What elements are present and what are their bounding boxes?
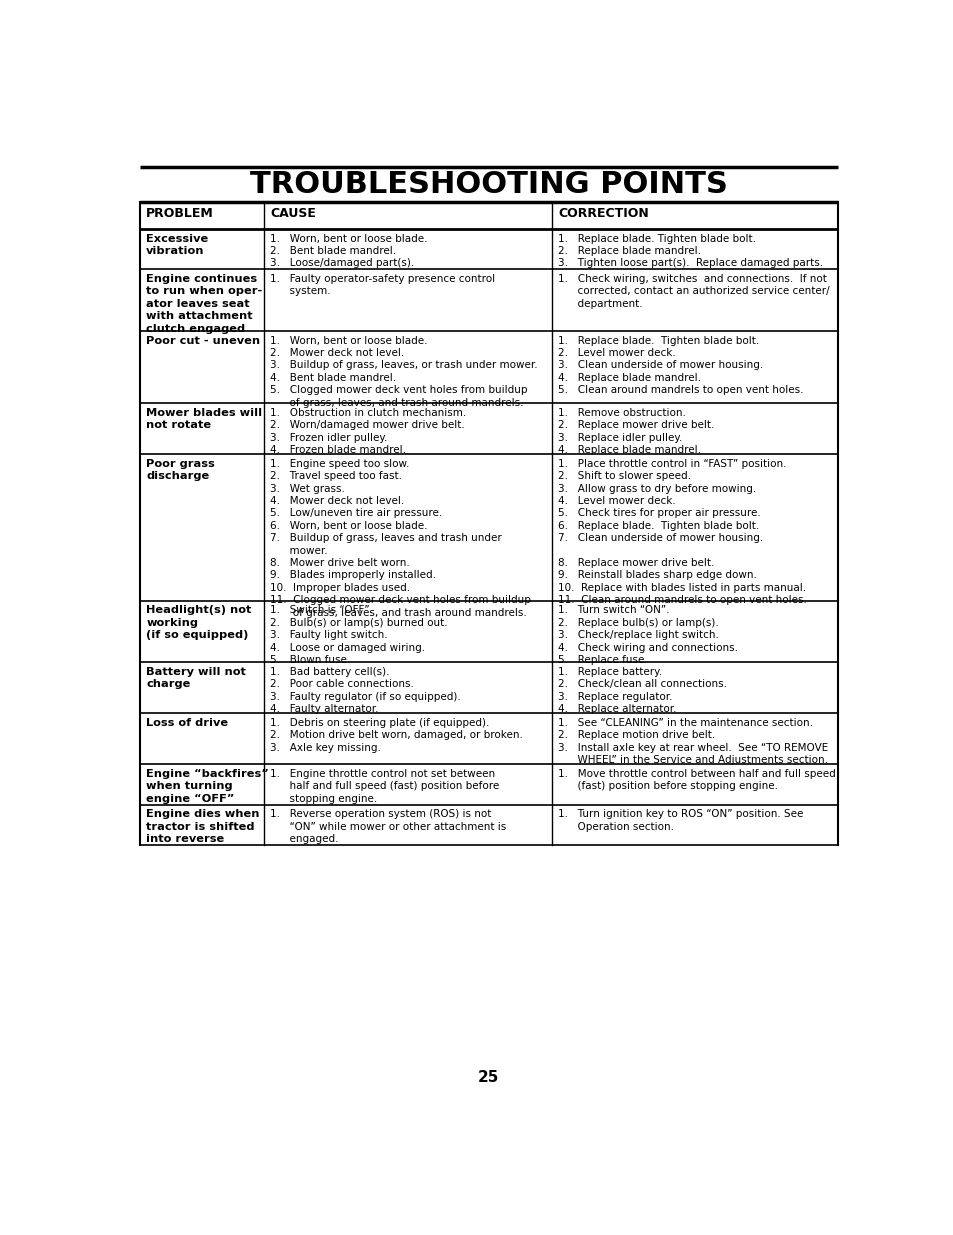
Text: CORRECTION: CORRECTION (558, 207, 648, 221)
Text: 1.   Debris on steering plate (if equipped).
2.   Motion drive belt worn, damage: 1. Debris on steering plate (if equipped… (270, 718, 522, 753)
Text: Poor grass
discharge: Poor grass discharge (146, 459, 214, 482)
Text: 1.   Switch is “OFF”.
2.   Bulb(s) or lamp(s) burned out.
3.   Faulty light swit: 1. Switch is “OFF”. 2. Bulb(s) or lamp(s… (270, 605, 448, 664)
Text: Poor cut - uneven: Poor cut - uneven (146, 336, 260, 346)
Text: Engine dies when
tractor is shifted
into reverse: Engine dies when tractor is shifted into… (146, 809, 259, 844)
Text: 1.   Faulty operator-safety presence control
      system.: 1. Faulty operator-safety presence contr… (270, 274, 495, 296)
Text: 1.   Replace battery.
2.   Check/clean all connections.
3.   Replace regulator.
: 1. Replace battery. 2. Check/clean all c… (558, 667, 726, 714)
Text: Loss of drive: Loss of drive (146, 718, 228, 727)
Text: 1.   Turn switch “ON”.
2.   Replace bulb(s) or lamp(s).
3.   Check/replace light: 1. Turn switch “ON”. 2. Replace bulb(s) … (558, 605, 738, 664)
Text: 1.   Remove obstruction.
2.   Replace mower drive belt.
3.   Replace idler pulle: 1. Remove obstruction. 2. Replace mower … (558, 408, 714, 454)
Text: 1.   Check wiring, switches  and connections.  If not
      corrected, contact a: 1. Check wiring, switches and connection… (558, 274, 829, 309)
Text: 25: 25 (477, 1070, 499, 1086)
Text: 1.   Engine throttle control not set between
      half and full speed (fast) po: 1. Engine throttle control not set betwe… (270, 769, 499, 804)
Text: 1.   Bad battery cell(s).
2.   Poor cable connections.
3.   Faulty regulator (if: 1. Bad battery cell(s). 2. Poor cable co… (270, 667, 460, 714)
Text: Mower blades will
not rotate: Mower blades will not rotate (146, 408, 262, 430)
Text: 1.   Replace blade.  Tighten blade bolt.
2.   Level mower deck.
3.   Clean under: 1. Replace blade. Tighten blade bolt. 2.… (558, 336, 802, 395)
Text: 1.   Turn ignition key to ROS “ON” position. See
      Operation section.: 1. Turn ignition key to ROS “ON” positio… (558, 809, 802, 831)
Text: 1.   Worn, bent or loose blade.
2.   Bent blade mandrel.
3.   Loose/damaged part: 1. Worn, bent or loose blade. 2. Bent bl… (270, 233, 428, 268)
Text: 1.   Reverse operation system (ROS) is not
      “ON” while mower or other attac: 1. Reverse operation system (ROS) is not… (270, 809, 506, 844)
Text: Engine continues
to run when oper-
ator leaves seat
with attachment
clutch engag: Engine continues to run when oper- ator … (146, 274, 262, 333)
Text: Excessive
vibration: Excessive vibration (146, 233, 208, 256)
Text: TROUBLESHOOTING POINTS: TROUBLESHOOTING POINTS (250, 170, 727, 199)
Text: 1.   See “CLEANING” in the maintenance section.
2.   Replace motion drive belt.
: 1. See “CLEANING” in the maintenance sec… (558, 718, 827, 766)
Text: Battery will not
charge: Battery will not charge (146, 667, 246, 689)
Text: 1.   Engine speed too slow.
2.   Travel speed too fast.
3.   Wet grass.
4.   Mow: 1. Engine speed too slow. 2. Travel spee… (270, 459, 531, 618)
Text: CAUSE: CAUSE (270, 207, 316, 221)
Text: 1.   Worn, bent or loose blade.
2.   Mower deck not level.
3.   Buildup of grass: 1. Worn, bent or loose blade. 2. Mower d… (270, 336, 537, 408)
Text: 1.   Replace blade. Tighten blade bolt.
2.   Replace blade mandrel.
3.   Tighten: 1. Replace blade. Tighten blade bolt. 2.… (558, 233, 822, 268)
Text: 1.   Place throttle control in “FAST” position.
2.   Shift to slower speed.
3.  : 1. Place throttle control in “FAST” posi… (558, 459, 806, 605)
Text: 1.   Obstruction in clutch mechanism.
2.   Worn/damaged mower drive belt.
3.   F: 1. Obstruction in clutch mechanism. 2. W… (270, 408, 466, 454)
Text: 1.   Move throttle control between half and full speed
      (fast) position bef: 1. Move throttle control between half an… (558, 769, 835, 792)
Text: Engine “backfires”
when turning
engine “OFF”: Engine “backfires” when turning engine “… (146, 769, 269, 804)
Text: Headlight(s) not
working
(if so equipped): Headlight(s) not working (if so equipped… (146, 605, 252, 640)
Text: PROBLEM: PROBLEM (146, 207, 213, 221)
